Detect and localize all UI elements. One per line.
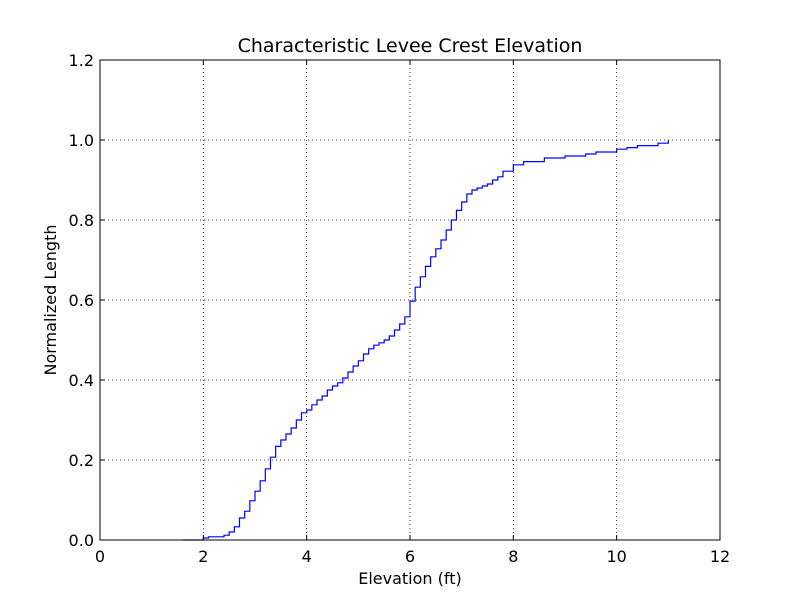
axis-ticks: 0 2 4 6 8 10 12 0.0 0.2 0.4 0.6 0.8 1.0 1.2 <box>69 51 731 566</box>
x-tick-label: 0 <box>95 547 105 566</box>
y-tick-label: 0.8 <box>69 211 94 230</box>
y-tick-label: 0.4 <box>69 371 94 390</box>
x-axis-label: Elevation (ft) <box>358 569 462 588</box>
x-tick-label: 10 <box>606 547 626 566</box>
x-tick-label: 2 <box>198 547 208 566</box>
x-tick-label: 8 <box>508 547 518 566</box>
y-tick-label: 1.2 <box>69 51 94 70</box>
grid <box>100 60 720 540</box>
chart-title: Characteristic Levee Crest Elevation <box>238 35 583 57</box>
y-tick-label: 0.0 <box>69 531 94 550</box>
series-line <box>182 140 669 541</box>
y-axis-label: Normalized Length <box>41 224 60 375</box>
x-tick-label: 4 <box>302 547 312 566</box>
y-tick-label: 0.2 <box>69 451 94 470</box>
y-tick-label: 1.0 <box>69 131 94 150</box>
y-tick-label: 0.6 <box>69 291 94 310</box>
x-tick-label: 6 <box>405 547 415 566</box>
x-tick-label: 12 <box>710 547 730 566</box>
